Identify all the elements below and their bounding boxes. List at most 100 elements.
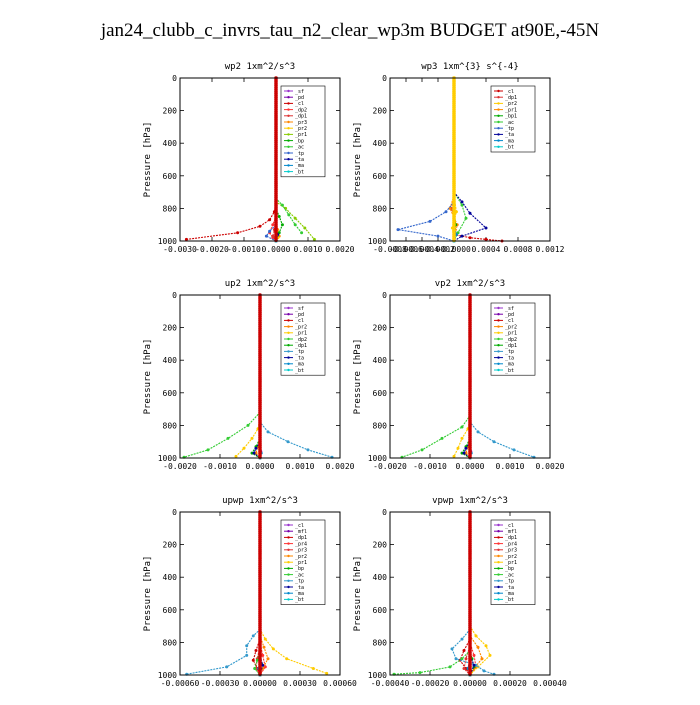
data-point xyxy=(484,644,488,648)
panel-3: up2 1xm^2/s^3 Pressure [hPa] 0 200 400 600 800… xyxy=(143,279,355,471)
x-tick-label: -0.00020 xyxy=(411,679,450,688)
legend-marker xyxy=(497,561,500,564)
data-point xyxy=(184,237,188,241)
legend-label: _pr2 xyxy=(505,101,517,107)
legend-label: _bt xyxy=(505,145,514,151)
plot-frame xyxy=(389,294,551,459)
legend-label: _pr1 xyxy=(295,132,307,138)
panel-4: vp2 1xm^2/s^3 Pressure [hPa] 0 200 400 600 800… xyxy=(353,279,565,471)
series-line-pr2 xyxy=(469,512,483,676)
x-tick-label: 0.00040 xyxy=(533,679,567,688)
data-point xyxy=(312,237,316,241)
legend-marker xyxy=(287,356,290,359)
data-point xyxy=(236,231,240,235)
legend-label: _pr1 xyxy=(505,331,517,337)
y-tick-label: 600 xyxy=(373,389,388,398)
y-tick-label: 1000 xyxy=(368,454,387,463)
legend-label: _tp xyxy=(295,349,304,355)
data-point xyxy=(206,448,210,452)
legend-label: _ta xyxy=(505,355,514,361)
y-tick-label: 200 xyxy=(163,324,178,333)
legend-label: _pr3 xyxy=(295,548,307,554)
series-line-dp2 xyxy=(401,295,471,458)
legend-marker xyxy=(497,579,500,582)
data-point xyxy=(254,446,258,450)
x-tick-label: 0.0010 xyxy=(496,462,525,471)
data-point xyxy=(464,446,468,450)
legend-marker xyxy=(287,567,290,570)
legend-label: _pr1 xyxy=(505,107,517,113)
x-tick-label: 0.0000 xyxy=(246,462,275,471)
data-point xyxy=(476,430,480,434)
x-tick-label: -0.0020 xyxy=(373,462,407,471)
legend-label: _cl xyxy=(295,318,304,324)
data-point xyxy=(245,644,249,648)
legend-label: _ac xyxy=(295,572,304,578)
data-point xyxy=(271,647,275,651)
y-tick-label: 1000 xyxy=(158,237,177,246)
zero-marker xyxy=(258,672,262,677)
data-point xyxy=(285,657,289,661)
series-line-tp xyxy=(397,78,455,242)
data-point xyxy=(454,657,458,661)
legend-marker xyxy=(287,108,290,111)
legend-label: _dp2 xyxy=(505,337,517,343)
data-point xyxy=(271,234,275,238)
data-point xyxy=(472,663,476,667)
y-tick-label: 400 xyxy=(373,139,388,148)
plot-frame xyxy=(179,294,341,459)
legend-marker xyxy=(497,523,500,527)
series-line-pr1 xyxy=(453,295,471,457)
data-point xyxy=(482,669,486,673)
legend-marker xyxy=(287,523,290,527)
legend-marker xyxy=(497,145,500,148)
data-point xyxy=(462,649,466,652)
data-point xyxy=(484,226,488,230)
series-line-tp xyxy=(186,512,261,675)
legend-label: _pr2 xyxy=(295,324,307,330)
x-tick-label: 0.00000 xyxy=(243,679,277,688)
data-point xyxy=(448,206,452,210)
legend-marker xyxy=(287,89,290,93)
y-tick-label: 0 xyxy=(172,508,177,517)
data-point xyxy=(234,454,238,458)
data-point xyxy=(476,645,480,649)
legend-marker xyxy=(287,585,290,589)
legend-marker xyxy=(287,536,290,539)
y-tick-label: 600 xyxy=(163,606,178,615)
legend-marker xyxy=(287,344,290,347)
legend-label: _dp1 xyxy=(295,114,307,120)
series-line-dp2 xyxy=(183,295,261,458)
panel-1: wp2 1xm^2/s^3 Pressure [hPa] 0 200 400 600 800… xyxy=(143,62,355,254)
data-point xyxy=(484,237,488,241)
legend-label: _tp xyxy=(295,151,304,157)
y-axis-label: Pressure [hPa] xyxy=(353,339,363,415)
legend-label: _ma xyxy=(505,362,514,368)
y-axis-label: Pressure [hPa] xyxy=(143,339,153,415)
legend-marker xyxy=(497,313,500,316)
y-tick-label: 800 xyxy=(163,638,178,647)
data-point xyxy=(251,658,255,662)
data-point xyxy=(396,228,400,232)
x-tick-label: 0.0008 xyxy=(504,245,533,254)
legend-marker xyxy=(497,554,500,558)
y-tick-label: 0 xyxy=(172,74,177,83)
x-tick-label: -0.0020 xyxy=(195,245,229,254)
series-line-dp1 xyxy=(251,295,261,459)
series-line-cl xyxy=(186,78,277,240)
series-line-dp1 xyxy=(461,295,471,459)
zero-marker xyxy=(468,455,472,460)
data-point xyxy=(420,448,424,452)
data-point xyxy=(512,448,516,452)
y-tick-label: 200 xyxy=(373,107,388,116)
data-point xyxy=(472,653,476,657)
series-line-ac xyxy=(453,78,467,242)
legend-label: _pr2 xyxy=(295,554,307,560)
data-point xyxy=(488,653,492,657)
legend-marker xyxy=(497,548,500,551)
panel-title: vpwp 1xm^2/s^3 xyxy=(432,496,508,506)
legend-label: _pr3 xyxy=(505,548,517,554)
y-tick-label: 400 xyxy=(373,356,388,365)
data-point xyxy=(277,215,281,218)
x-tick-label: -0.0010 xyxy=(413,462,447,471)
